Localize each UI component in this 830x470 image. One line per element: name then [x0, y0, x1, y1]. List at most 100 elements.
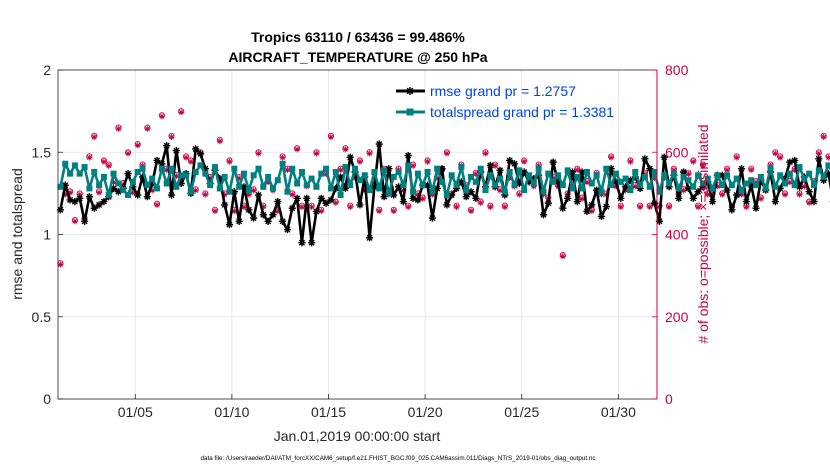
rmse-marker	[385, 165, 393, 173]
obs-assimilated-marker	[308, 203, 315, 210]
obs-assimilated-marker	[327, 134, 334, 141]
rmse-marker	[457, 178, 465, 186]
rmse-marker	[85, 193, 93, 201]
totalspread-marker	[472, 178, 479, 185]
obs-assimilated-marker	[651, 175, 658, 182]
obs-assimilated-marker	[825, 154, 830, 161]
totalspread-marker	[381, 167, 388, 174]
rmse-marker	[283, 225, 292, 234]
obs-assimilated-marker	[497, 187, 504, 194]
totalspread-marker	[115, 180, 122, 187]
totalspread-marker	[144, 182, 151, 189]
totalspread-marker	[680, 173, 687, 180]
y-tick-label-left: 0.5	[32, 309, 52, 325]
rmse-marker	[404, 151, 412, 160]
totalspread-marker	[419, 182, 426, 189]
rmse-marker	[114, 188, 122, 196]
totalspread-marker	[651, 168, 658, 175]
rmse-marker	[675, 194, 683, 202]
rmse-marker	[235, 217, 243, 225]
obs-assimilated-marker	[187, 158, 194, 165]
rmse-marker	[805, 188, 813, 196]
totalspread-marker	[216, 185, 223, 192]
obs-assimilated-marker	[419, 195, 426, 202]
totalspread-marker	[786, 170, 793, 177]
rmse-marker	[138, 173, 147, 181]
rmse-marker	[153, 156, 161, 165]
obs-assimilated-marker	[482, 150, 489, 157]
totalspread-marker	[685, 177, 692, 184]
rmse-marker	[795, 183, 804, 191]
y-tick-label-left: 0	[43, 391, 51, 407]
rmse-marker	[438, 165, 446, 173]
rmse-marker	[520, 168, 528, 176]
rmse-marker	[172, 147, 180, 155]
totalspread-marker	[120, 187, 127, 194]
totalspread-marker	[453, 182, 460, 189]
totalspread-marker	[690, 183, 697, 190]
legend-spread-marker	[406, 108, 414, 116]
totalspread-marker	[284, 188, 291, 195]
rmse-marker	[525, 178, 533, 186]
totalspread-marker	[318, 170, 325, 177]
totalspread-marker	[695, 172, 702, 179]
totalspread-marker	[347, 182, 354, 189]
rmse-marker	[443, 201, 451, 209]
rmse-marker	[399, 198, 407, 206]
obs-assimilated-marker	[57, 261, 64, 268]
rmse-marker	[56, 206, 65, 214]
rmse-marker	[757, 176, 765, 184]
totalspread-marker	[598, 188, 605, 195]
totalspread-marker	[125, 192, 132, 199]
rmse-marker	[95, 201, 103, 209]
rmse-marker	[506, 156, 514, 165]
rmse-marker	[448, 191, 456, 199]
rmse-marker	[414, 196, 422, 204]
obs-assimilated-marker	[506, 175, 513, 182]
totalspread-marker	[815, 167, 822, 174]
rmse-marker	[742, 198, 750, 206]
totalspread-marker	[443, 192, 450, 199]
obs-assimilated-marker	[289, 191, 296, 198]
totalspread-marker	[641, 173, 648, 180]
y-tick-label-right: 0	[665, 391, 673, 407]
totalspread-marker	[516, 167, 523, 174]
obs-assimilated-marker	[521, 158, 528, 165]
totalspread-marker	[617, 178, 624, 185]
obs-assimilated-marker	[347, 203, 354, 210]
totalspread-marker	[274, 177, 281, 184]
rmse-marker	[317, 194, 325, 202]
totalspread-marker	[434, 165, 441, 172]
obs-assimilated-marker	[637, 203, 644, 210]
totalspread-marker	[187, 188, 194, 195]
x-tick-label: 01/20	[408, 404, 443, 420]
rmse-marker	[776, 184, 784, 193]
totalspread-marker	[163, 180, 170, 187]
rmse-marker	[737, 165, 746, 173]
obs-assimilated-marker	[86, 154, 93, 161]
y-tick-label-left: 1	[43, 227, 51, 243]
obs-assimilated-marker	[100, 158, 107, 165]
totalspread-marker	[468, 173, 475, 180]
rmse-marker	[650, 199, 659, 207]
rmse-marker	[815, 155, 823, 163]
rmse-marker	[370, 183, 379, 191]
totalspread-marker	[646, 183, 653, 190]
totalspread-marker	[178, 172, 185, 179]
totalspread-marker	[250, 172, 257, 179]
rmse-marker	[544, 199, 552, 207]
totalspread-marker	[202, 170, 209, 177]
rmse-marker	[308, 239, 316, 247]
rmse-marker	[167, 191, 176, 199]
rmse-marker	[380, 193, 388, 201]
rmse-marker	[559, 204, 567, 212]
totalspread-marker	[748, 177, 755, 184]
rmse-marker	[346, 153, 354, 161]
totalspread-marker	[211, 164, 218, 171]
obs-assimilated-marker	[337, 166, 344, 173]
totalspread-marker	[269, 185, 276, 192]
rmse-marker	[356, 201, 364, 209]
obs-assimilated-marker	[666, 203, 673, 210]
totalspread-marker	[183, 172, 190, 179]
obs-assimilated-marker	[738, 191, 745, 198]
